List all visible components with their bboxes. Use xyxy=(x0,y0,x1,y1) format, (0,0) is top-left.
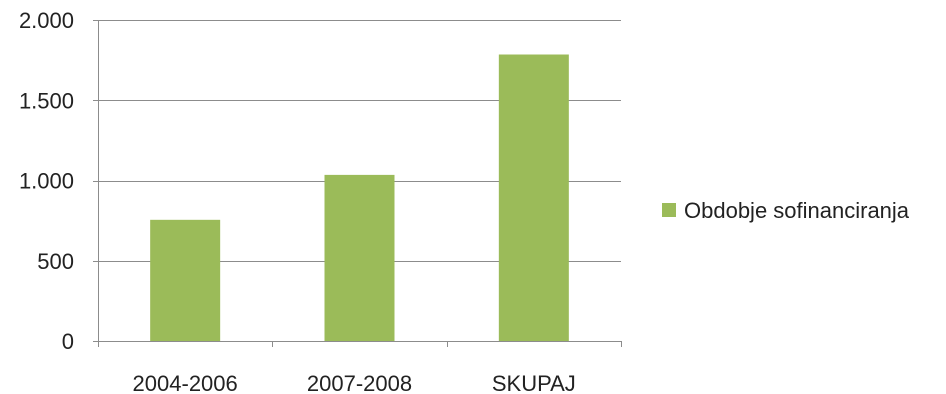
legend: Obdobje sofinanciranja xyxy=(662,198,910,223)
x-tick-label: SKUPAJ xyxy=(492,371,576,394)
x-tick-label: 2004-2006 xyxy=(133,371,238,394)
y-tick-label: 1.000 xyxy=(19,169,74,194)
bar-skupaj xyxy=(498,54,569,341)
bars xyxy=(150,54,569,341)
y-tick-label: 0 xyxy=(62,329,74,354)
legend-label-obdobje-sofinanciranja: Obdobje sofinanciranja xyxy=(684,198,910,223)
x-tick-label: 2007-2008 xyxy=(307,371,412,394)
axes xyxy=(93,20,622,347)
y-tick-label: 2.000 xyxy=(19,8,74,33)
x-tick-labels: 2004-2006 2007-2008 SKUPAJ xyxy=(133,371,576,394)
y-tick-label: 1.500 xyxy=(19,88,74,113)
bar-2004-2006 xyxy=(150,219,221,341)
bar-2007-2008 xyxy=(324,174,395,341)
legend-swatch xyxy=(662,203,676,217)
y-tick-label: 500 xyxy=(37,249,74,274)
y-tick-labels: 0 500 1.000 1.500 2.000 xyxy=(19,8,74,354)
